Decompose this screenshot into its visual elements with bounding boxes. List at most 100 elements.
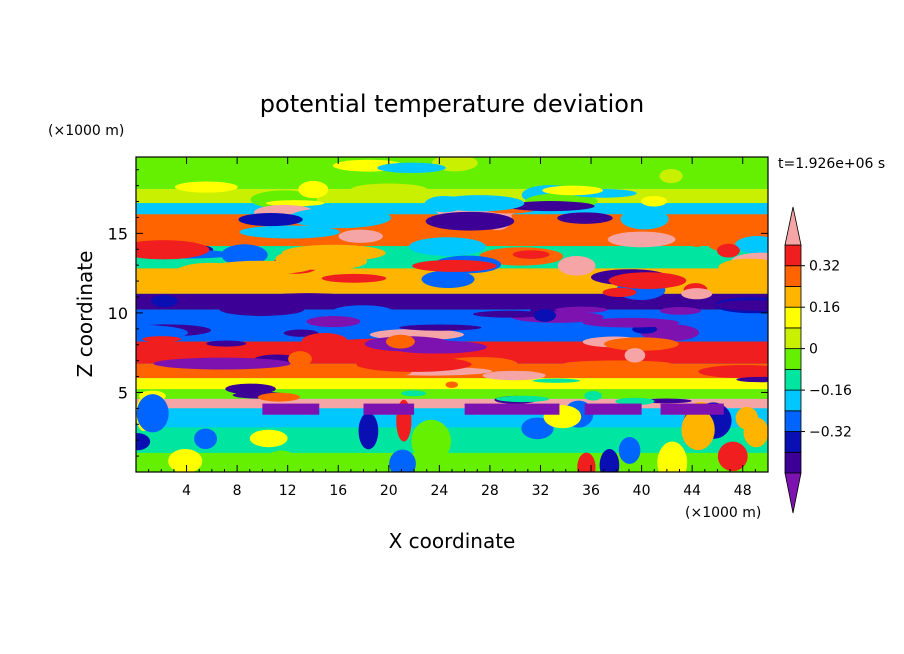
field-blob xyxy=(136,324,188,341)
field-blob xyxy=(554,306,608,313)
x-tick-label: 44 xyxy=(683,483,701,499)
field-blob xyxy=(208,260,313,275)
field-blob xyxy=(136,394,169,433)
colorbar-label: −0.16 xyxy=(809,383,852,399)
colorbar: 0.32 0.16 0 −0.16 −0.32 xyxy=(784,206,852,514)
x-tick-label: 40 xyxy=(633,483,651,499)
field-blob xyxy=(563,360,673,368)
field-blob xyxy=(409,237,486,257)
field-blob xyxy=(153,357,291,370)
field-blob xyxy=(620,208,669,230)
field-blob xyxy=(377,162,446,173)
field-blob xyxy=(257,392,301,402)
colorbar-segment xyxy=(784,451,802,474)
field-blob xyxy=(412,259,497,272)
field-band xyxy=(136,389,768,399)
colorbar-label: 0 xyxy=(809,342,818,358)
field-blob xyxy=(421,270,475,289)
field-blob xyxy=(264,450,299,472)
field-blob xyxy=(698,365,768,379)
field-blob xyxy=(584,391,602,401)
field-blob xyxy=(301,333,348,349)
field-blob xyxy=(557,212,613,224)
colorbar-segment xyxy=(784,368,802,391)
field-blob xyxy=(512,250,550,259)
field-blob xyxy=(736,376,768,383)
field-blob xyxy=(262,403,320,415)
field-blob xyxy=(681,288,713,300)
colorbar-label: 0.16 xyxy=(809,300,840,316)
chart-title: potential temperature deviation xyxy=(260,90,644,118)
x-tick-label: 12 xyxy=(279,483,297,499)
field-blob xyxy=(386,334,415,349)
field-band xyxy=(136,398,768,409)
field-blob xyxy=(321,273,387,283)
x-tick-label: 4 xyxy=(182,483,191,499)
x-axis: 4 8 12 16 20 24 28 32 36 40 44 48 xyxy=(148,157,756,499)
field-blob xyxy=(306,315,361,328)
field-blob xyxy=(249,429,288,448)
field-blob xyxy=(288,351,312,367)
x-unit-label: (×1000 m) xyxy=(685,505,761,521)
field-blob xyxy=(401,390,427,397)
field-blob xyxy=(464,403,560,415)
field-blob xyxy=(717,441,748,472)
field-blob xyxy=(542,185,604,196)
field-blob xyxy=(607,231,676,248)
colorbar-segment xyxy=(784,265,802,287)
field-blob xyxy=(659,306,701,315)
field-blob xyxy=(142,336,182,343)
x-tick-label: 8 xyxy=(233,483,242,499)
field-blob xyxy=(715,300,768,311)
y-unit-label: (×1000 m) xyxy=(48,123,124,139)
field-blob xyxy=(333,305,393,317)
x-tick-label: 24 xyxy=(430,483,448,499)
field-blob xyxy=(434,195,525,212)
field-blob xyxy=(151,294,178,308)
field-blob xyxy=(521,417,554,440)
colorbar-bottom-cap xyxy=(784,472,802,514)
field-blob xyxy=(136,240,210,260)
field-blob xyxy=(615,397,655,406)
field-blob xyxy=(718,258,768,277)
field-blob xyxy=(425,211,515,231)
field-blob xyxy=(532,378,581,383)
field-blob xyxy=(219,302,305,316)
time-label: t=1.926e+06 s xyxy=(778,156,885,172)
field-blob xyxy=(686,229,708,247)
colorbar-segment xyxy=(784,306,802,329)
field-blob xyxy=(608,272,687,289)
colorbar-segment xyxy=(784,410,802,432)
y-tick-label: 15 xyxy=(108,224,128,243)
x-tick-label: 20 xyxy=(380,483,398,499)
y-tick-label: 5 xyxy=(118,383,128,402)
field-blob xyxy=(602,287,637,297)
colorbar-segment xyxy=(784,431,802,453)
field-blob xyxy=(356,356,472,372)
colorbar-segment xyxy=(784,244,802,267)
x-tick-label: 16 xyxy=(329,483,347,499)
field-blob xyxy=(238,213,303,227)
field-blob xyxy=(660,403,724,415)
field-blob xyxy=(544,323,577,341)
field-blob xyxy=(288,207,392,229)
x-tick-label: 32 xyxy=(532,483,550,499)
y-axis: 5 10 15 xyxy=(108,169,768,457)
field-blob xyxy=(350,183,428,196)
y-axis-label: Z coordinate xyxy=(73,251,97,378)
field-blob xyxy=(624,348,646,363)
field-blob xyxy=(471,278,531,293)
y-tick-label: 10 xyxy=(108,304,128,323)
field-blob xyxy=(735,236,768,254)
field-blob xyxy=(136,433,151,451)
x-axis-label: X coordinate xyxy=(389,529,516,553)
field-blob xyxy=(716,243,740,258)
x-tick-label: 48 xyxy=(734,483,752,499)
field-blob xyxy=(577,452,596,472)
field-blob xyxy=(659,168,683,184)
field-blob xyxy=(657,441,688,472)
field-blob xyxy=(411,419,452,463)
field-blob xyxy=(445,381,459,388)
colorbar-segment xyxy=(784,327,802,350)
field-blob xyxy=(681,409,715,451)
